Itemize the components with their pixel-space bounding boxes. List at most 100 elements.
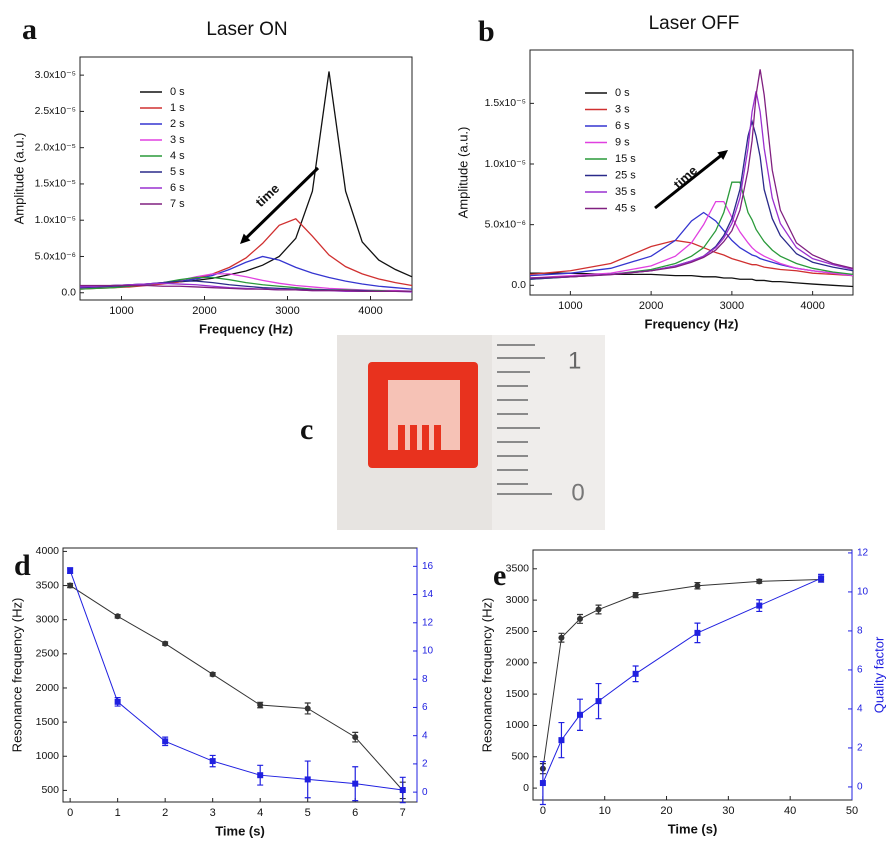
legend-label: 2 s (170, 118, 185, 130)
marker (558, 737, 565, 744)
y2-tick-label: 12 (857, 548, 869, 559)
y-tick-label: 0 (523, 782, 529, 794)
legend-label: 25 s (615, 169, 636, 181)
device-beams (398, 425, 441, 450)
marker (632, 592, 639, 599)
marker (694, 582, 701, 589)
x-tick-label: 20 (660, 805, 672, 817)
x-tick-label: 2000 (192, 305, 216, 317)
x-tick-label: 4000 (800, 300, 824, 312)
y-tick-label: 3000 (506, 594, 530, 606)
y-tick-label: 1.0x10⁻⁵ (485, 158, 526, 170)
marker (632, 670, 639, 677)
legend-label: 15 s (615, 153, 636, 165)
y-axis-label: Amplitude (a.u.) (455, 127, 470, 219)
y2-tick-label: 14 (422, 589, 434, 600)
marker (304, 705, 311, 712)
legend-label: 5 s (170, 166, 185, 178)
y-tick-label: 2500 (506, 625, 530, 637)
x-tick-label: 2 (162, 807, 168, 819)
y-tick-label: 1000 (506, 719, 530, 731)
annotation-arrowhead (240, 233, 251, 244)
legend-label: 3 s (615, 103, 630, 115)
annotation-arrow (243, 166, 320, 241)
series-line (69, 570, 403, 791)
x-tick-label: 5 (305, 807, 311, 819)
legend-label: 4 s (170, 150, 185, 162)
y-tick-label: 3.0x10⁻⁵ (35, 69, 76, 81)
marker (818, 575, 825, 582)
plot-frame (529, 49, 854, 296)
panel-label: b (478, 15, 495, 48)
marker (694, 629, 701, 636)
marker (756, 578, 763, 585)
marker (539, 780, 546, 787)
x-tick-label: 7 (400, 807, 406, 819)
x-tick-label: 2000 (639, 300, 663, 312)
ruler-ticks (497, 344, 552, 495)
x-tick-label: 10 (599, 805, 611, 817)
marker (209, 671, 216, 678)
ruler-label: 0 (571, 479, 584, 506)
x-tick-label: 0 (67, 807, 73, 819)
marker (558, 634, 565, 641)
marker (352, 734, 359, 741)
marker (352, 780, 359, 787)
x-axis-label: Frequency (Hz) (199, 321, 293, 336)
y2-tick-label: 2 (422, 759, 428, 770)
annotation: time (670, 163, 700, 192)
y-tick-label: 2000 (506, 657, 530, 669)
y-tick-label: 2.0x10⁻⁵ (35, 141, 76, 153)
series-line (529, 200, 854, 279)
x-tick-label: 3000 (275, 305, 299, 317)
y-tick-label: 2500 (36, 648, 60, 660)
y-tick-label: 3500 (506, 563, 530, 575)
marker (67, 582, 74, 589)
legend-label: 6 s (615, 120, 630, 132)
series-line (69, 585, 404, 791)
ruler (492, 335, 605, 530)
y-tick-label: 1000 (36, 750, 60, 762)
x-tick-label: 1000 (558, 300, 582, 312)
panel-label: d (14, 549, 31, 582)
legend-label: 9 s (615, 136, 630, 148)
x-axis-label: Time (s) (668, 821, 718, 836)
legend-label: 6 s (170, 182, 185, 194)
marker (257, 772, 264, 779)
y-tick-label: 0.0 (511, 279, 526, 291)
y-tick-label: 2000 (36, 682, 60, 694)
y2-tick-label: 0 (857, 782, 863, 793)
y2-tick-label: 8 (857, 626, 863, 637)
y2-tick-label: 10 (422, 646, 434, 657)
series-line (79, 71, 413, 288)
y-tick-label: 4000 (36, 545, 60, 557)
y-tick-label: 2.5x10⁻⁵ (35, 105, 76, 117)
marker (67, 567, 74, 574)
panel-label: c (300, 413, 313, 446)
x-axis-label: Time (s) (215, 823, 265, 838)
x-tick-label: 3000 (720, 300, 744, 312)
marker (595, 606, 602, 613)
marker (114, 698, 121, 705)
y2-tick-label: 10 (857, 587, 869, 598)
x-tick-label: 30 (722, 805, 734, 817)
legend-label: 45 s (615, 202, 636, 214)
x-tick-label: 1 (115, 807, 121, 819)
y-tick-label: 500 (511, 751, 529, 763)
x-tick-label: 4000 (358, 305, 382, 317)
series-line (80, 284, 412, 292)
y-tick-label: 1.5x10⁻⁵ (485, 97, 526, 109)
y2-tick-label: 6 (857, 665, 863, 676)
y-tick-label: 3000 (36, 613, 60, 625)
series-line (530, 272, 854, 288)
panel-label: a (22, 13, 37, 46)
series-line (542, 577, 822, 784)
x-tick-label: 6 (352, 807, 358, 819)
annotation-arrow (654, 152, 725, 210)
y-axis-label: Resonance frequency (Hz) (479, 598, 494, 753)
plot-frame (79, 56, 413, 301)
legend-label: 35 s (615, 186, 636, 198)
plot-frame (532, 549, 853, 801)
legend-label: 0 s (615, 87, 630, 99)
